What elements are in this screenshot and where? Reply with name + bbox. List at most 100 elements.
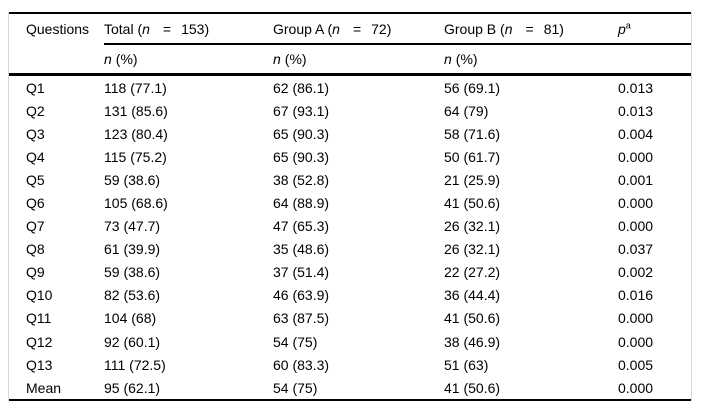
p-value-cell: 0.004	[618, 125, 654, 142]
total-cell: 111 (72.5)	[104, 356, 166, 373]
header-partial-rule	[104, 43, 691, 45]
question-cell: Q7	[26, 218, 45, 235]
header-total-count: 153)	[181, 20, 210, 37]
header-group-a-prefix: Group A (	[273, 20, 333, 37]
table-row: Q9 59 (38.6) 37 (51.4) 22 (27.2) 0.002	[9, 261, 691, 284]
statistics-table: Questions Total (n = 153) Group A (n = 72) G…	[8, 12, 692, 402]
group-b-cell: 64 (79)	[444, 102, 489, 119]
question-cell: Q13	[26, 356, 53, 373]
header-partial-rule-row	[9, 43, 691, 45]
header-group-a-equals: =	[352, 20, 362, 37]
question-cell: Q11	[26, 310, 52, 327]
p-value-cell: 0.000	[618, 218, 654, 235]
group-b-cell: 26 (32.1)	[444, 218, 501, 235]
total-cell: 59 (38.6)	[104, 171, 161, 188]
header-total-n-var: n	[142, 20, 150, 37]
subheader-n-var: n	[444, 51, 452, 67]
group-b-cell: 22 (27.2)	[444, 264, 501, 281]
subheader-pct: (%)	[284, 51, 307, 67]
group-a-cell: 37 (51.4)	[273, 264, 330, 281]
total-cell: 73 (47.7)	[104, 218, 161, 235]
header-group-b-count: 81)	[543, 20, 564, 37]
group-a-cell: 60 (83.3)	[273, 356, 330, 373]
p-value-cell: 0.016	[618, 287, 654, 304]
p-value-cell: 0.005	[618, 356, 654, 373]
total-cell: 95 (62.1)	[104, 379, 161, 396]
p-value-cell: 0.000	[618, 379, 654, 396]
group-b-cell: 26 (32.1)	[444, 241, 501, 258]
subheader-pct: (%)	[455, 51, 478, 67]
table-row: Q8 61 (39.9) 35 (48.6) 26 (32.1) 0.037	[9, 238, 691, 261]
group-b-cell: 38 (46.9)	[444, 333, 501, 350]
header-total-equals: =	[162, 20, 172, 37]
p-value-cell: 0.013	[618, 102, 654, 119]
group-b-cell: 41 (50.6)	[444, 379, 501, 396]
question-cell: Q5	[26, 171, 45, 188]
table-row: Q12 92 (60.1) 54 (75) 38 (46.9) 0.000	[9, 330, 691, 353]
group-a-cell: 46 (63.9)	[273, 287, 330, 304]
total-cell: 105 (68.6)	[104, 195, 168, 212]
group-b-cell: 56 (69.1)	[444, 79, 501, 96]
footnote-marker-a: a	[625, 19, 631, 30]
group-a-cell: 63 (87.5)	[273, 310, 330, 327]
subheader-pct: (%)	[115, 51, 138, 67]
group-a-cell: 54 (75)	[273, 379, 318, 396]
table-row-mean: Mean 95 (62.1) 54 (75) 41 (50.6) 0.000	[9, 376, 691, 399]
question-cell: Mean	[26, 379, 62, 396]
group-a-cell: 65 (90.3)	[273, 125, 330, 142]
total-cell: 123 (80.4)	[104, 125, 168, 142]
subheader-group-a-n-pct: n (%)	[273, 51, 444, 67]
group-b-cell: 58 (71.6)	[444, 125, 501, 142]
table-row: Q11 104 (68) 63 (87.5) 41 (50.6) 0.000	[9, 307, 691, 330]
header-total-prefix: Total (	[104, 20, 143, 37]
total-cell: 115 (75.2)	[104, 148, 167, 165]
subheader-group-b-n-pct: n (%)	[444, 51, 618, 67]
p-value-cell: 0.000	[618, 333, 654, 350]
group-a-cell: 35 (48.6)	[273, 241, 330, 258]
table-top-rule	[9, 12, 691, 14]
table-row: Q1 118 (77.1) 62 (86.1) 56 (69.1) 0.013	[9, 76, 691, 99]
total-cell: 59 (38.6)	[104, 264, 161, 281]
column-header-group-b: Group B (n = 81)	[444, 21, 618, 37]
header-group-b-n-var: n	[504, 20, 513, 37]
total-cell: 92 (60.1)	[104, 333, 161, 350]
table-header-row-groups: Questions Total (n = 153) Group A (n = 72) G…	[9, 14, 691, 43]
question-cell: Q8	[26, 241, 45, 258]
p-value-cell: 0.037	[618, 241, 654, 258]
table-row: Q3 123 (80.4) 65 (90.3) 58 (71.6) 0.004	[9, 122, 691, 145]
header-group-b-prefix: Group B (	[444, 20, 505, 37]
question-cell: Q10	[26, 287, 53, 304]
question-cell: Q12	[26, 333, 53, 350]
group-a-cell: 62 (86.1)	[273, 79, 330, 96]
subheader-n-var: n	[273, 51, 281, 67]
table-row: Q13 111 (72.5) 60 (83.3) 51 (63) 0.005	[9, 353, 691, 376]
p-value-cell: 0.013	[618, 79, 654, 96]
total-cell: 118 (77.1)	[104, 79, 167, 96]
p-value-cell: 0.002	[618, 264, 654, 281]
p-value-cell: 0.000	[618, 195, 654, 212]
table-row: Q6 105 (68.6) 64 (88.9) 41 (50.6) 0.000	[9, 191, 691, 214]
group-b-cell: 41 (50.6)	[444, 310, 501, 327]
column-header-total: Total (n = 153)	[104, 21, 273, 37]
group-a-cell: 65 (90.3)	[273, 148, 330, 165]
header-body-separator-rule	[9, 73, 691, 76]
table-row: Q5 59 (38.6) 38 (52.8) 21 (25.9) 0.001	[9, 168, 691, 191]
table-bottom-rule	[9, 399, 691, 402]
group-a-cell: 67 (93.1)	[273, 102, 330, 119]
question-cell: Q6	[26, 195, 45, 212]
question-cell: Q2	[26, 102, 45, 119]
group-a-cell: 64 (88.9)	[273, 195, 330, 212]
p-symbol: p	[618, 20, 626, 37]
group-b-cell: 36 (44.4)	[444, 287, 501, 304]
total-cell: 104 (68)	[104, 310, 157, 327]
column-header-questions: Questions	[26, 20, 90, 37]
subheader-n-var: n	[104, 51, 112, 67]
subheader-total-n-pct: n (%)	[104, 51, 273, 67]
question-cell: Q3	[26, 125, 45, 142]
header-group-b-equals: =	[525, 20, 534, 37]
table-row: Q4 115 (75.2) 65 (90.3) 50 (61.7) 0.000	[9, 145, 691, 168]
total-cell: 82 (53.6)	[104, 287, 161, 304]
question-cell: Q9	[26, 264, 45, 281]
p-value-cell: 0.000	[618, 310, 654, 327]
